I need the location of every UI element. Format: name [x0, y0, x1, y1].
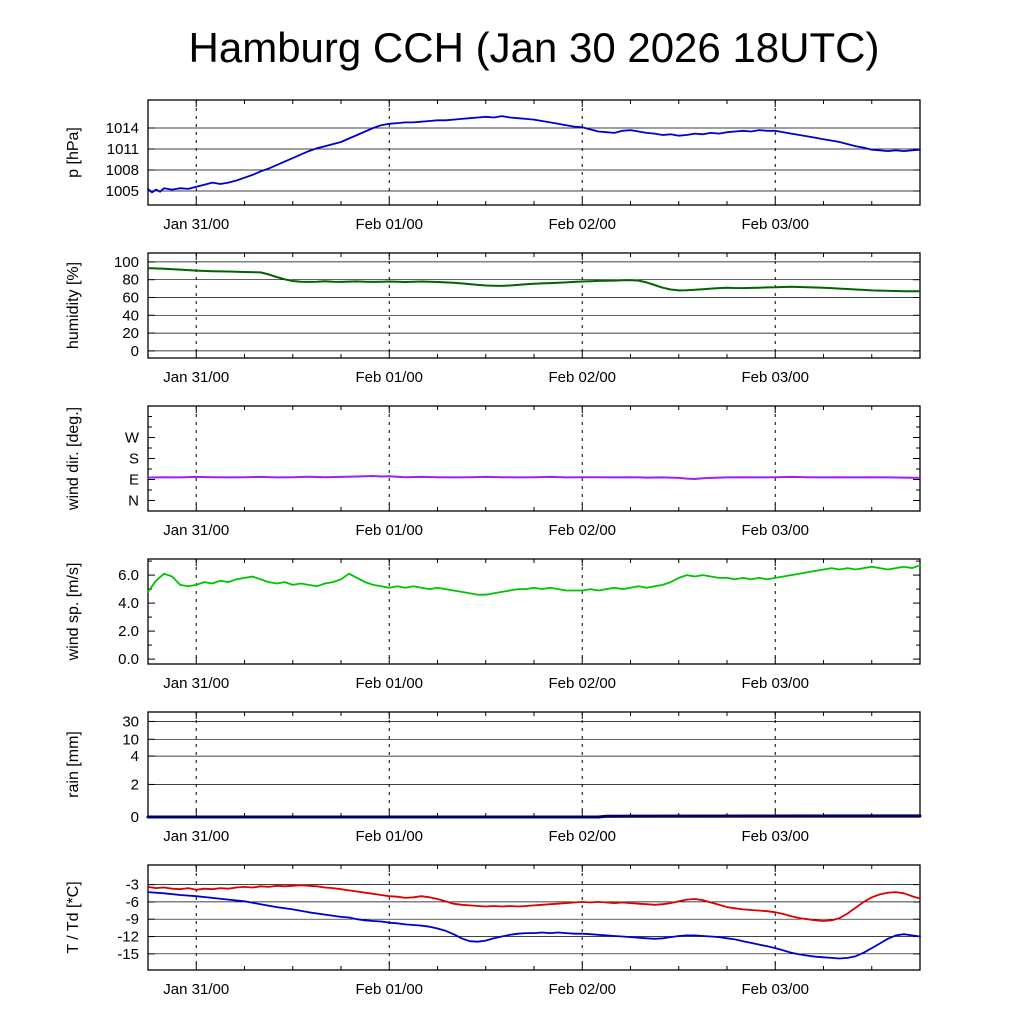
x-tick-label: Jan 31/00 — [163, 369, 229, 386]
x-tick-label: Feb 03/00 — [741, 216, 809, 233]
y-tick-label: S — [129, 451, 139, 468]
series-rain — [146, 814, 922, 819]
series-humidity — [147, 267, 921, 293]
x-tick-label: Jan 31/00 — [163, 675, 229, 692]
y-axis-title: rain [mm] — [65, 731, 82, 798]
y-tick-label: 0 — [131, 343, 139, 360]
series-dewpoint — [147, 891, 921, 960]
x-tick-label: Feb 03/00 — [741, 981, 809, 998]
y-tick-label: 10 — [122, 731, 139, 748]
panel-border — [147, 558, 921, 665]
x-tick-label: Feb 03/00 — [741, 369, 809, 386]
y-tick-label: 60 — [122, 289, 139, 306]
y-tick-label: 4.0 — [118, 595, 139, 612]
panel-rain: Jan 31/00 Feb 01/00 Feb 02/00 Feb 03/00 0 2 41… — [65, 711, 922, 845]
y-axis-title: humidity [%] — [65, 262, 82, 349]
y-tick-label: -12 — [117, 929, 139, 946]
y-tick-label: -15 — [117, 946, 139, 963]
y-axis-title: T / Td [*C] — [65, 881, 82, 953]
x-tick-label: Feb 01/00 — [355, 522, 423, 539]
y-tick-label: 40 — [122, 307, 139, 324]
x-tick-label: Jan 31/00 — [163, 216, 229, 233]
y-tick-label: -6 — [126, 894, 139, 911]
x-tick-label: Feb 02/00 — [548, 369, 616, 386]
x-tick-label: Feb 02/00 — [548, 216, 616, 233]
x-tick-label: Feb 01/00 — [355, 981, 423, 998]
series-pressure — [147, 115, 921, 194]
series-wind-speed — [147, 564, 921, 596]
y-tick-label: 2.0 — [118, 623, 139, 640]
page-title: Hamburg CCH (Jan 30 2026 18UTC) — [188, 24, 880, 71]
y-tick-label: E — [129, 472, 139, 489]
x-tick-label: Jan 31/00 — [163, 981, 229, 998]
x-tick-label: Feb 01/00 — [355, 216, 423, 233]
panel-border — [147, 711, 921, 818]
panel-border — [147, 99, 921, 206]
panel-pressure: Jan 31/00 Feb 01/00 Feb 02/00 Feb 03/00 1005… — [65, 99, 921, 233]
y-tick-label: 6.0 — [118, 567, 139, 584]
y-axis-title: wind sp. [m/s] — [65, 563, 82, 662]
y-tick-label: -9 — [126, 911, 139, 928]
y-tick-label: 1008 — [106, 162, 139, 179]
panel-border — [147, 405, 921, 512]
panel-temperature-dewpoint: Jan 31/00 Feb 01/00 Feb 02/00 Feb 03/00-15-… — [65, 864, 921, 998]
x-tick-label: Feb 01/00 — [355, 675, 423, 692]
x-tick-label: Feb 02/00 — [548, 981, 616, 998]
series-temperature — [147, 884, 921, 922]
y-tick-label: W — [125, 430, 140, 447]
x-tick-label: Feb 01/00 — [355, 369, 423, 386]
y-tick-label: 0 — [131, 809, 139, 826]
y-axis-title: p [hPa] — [65, 127, 82, 178]
y-tick-label: 1014 — [106, 120, 139, 137]
y-tick-label: 4 — [131, 748, 139, 765]
x-tick-label: Feb 01/00 — [355, 828, 423, 845]
x-tick-label: Feb 03/00 — [741, 675, 809, 692]
y-tick-label: 1005 — [106, 183, 139, 200]
y-tick-label: 0.0 — [118, 651, 139, 668]
x-tick-label: Feb 02/00 — [548, 675, 616, 692]
x-tick-label: Jan 31/00 — [163, 522, 229, 539]
panel-humidity: Jan 31/00 Feb 01/00 Feb 02/00 Feb 03/00 0204… — [65, 252, 921, 386]
x-tick-label: Jan 31/00 — [163, 828, 229, 845]
y-tick-label: 20 — [122, 325, 139, 342]
y-tick-label: 80 — [122, 272, 139, 289]
y-tick-label: 1011 — [107, 141, 139, 158]
y-axis-title: wind dir. [deg.] — [65, 407, 82, 511]
x-tick-label: Feb 02/00 — [548, 522, 616, 539]
y-tick-label: N — [128, 493, 139, 510]
x-tick-label: Feb 03/00 — [741, 522, 809, 539]
y-tick-label: 100 — [114, 254, 139, 271]
panel-wind-speed: Jan 31/00 Feb 01/00 Feb 02/00 Feb 03/00 0.0 2… — [65, 558, 921, 692]
y-tick-label: -3 — [126, 877, 139, 894]
panel-border — [147, 252, 921, 359]
panel-wind-direction: Jan 31/00 Feb 01/00 Feb 02/00 Feb 03/00 NESW… — [65, 405, 921, 539]
series-wind-direction — [147, 475, 921, 480]
y-tick-label: 30 — [122, 713, 139, 730]
x-tick-label: Feb 03/00 — [741, 828, 809, 845]
y-tick-label: 2 — [131, 776, 139, 793]
x-tick-label: Feb 02/00 — [548, 828, 616, 845]
